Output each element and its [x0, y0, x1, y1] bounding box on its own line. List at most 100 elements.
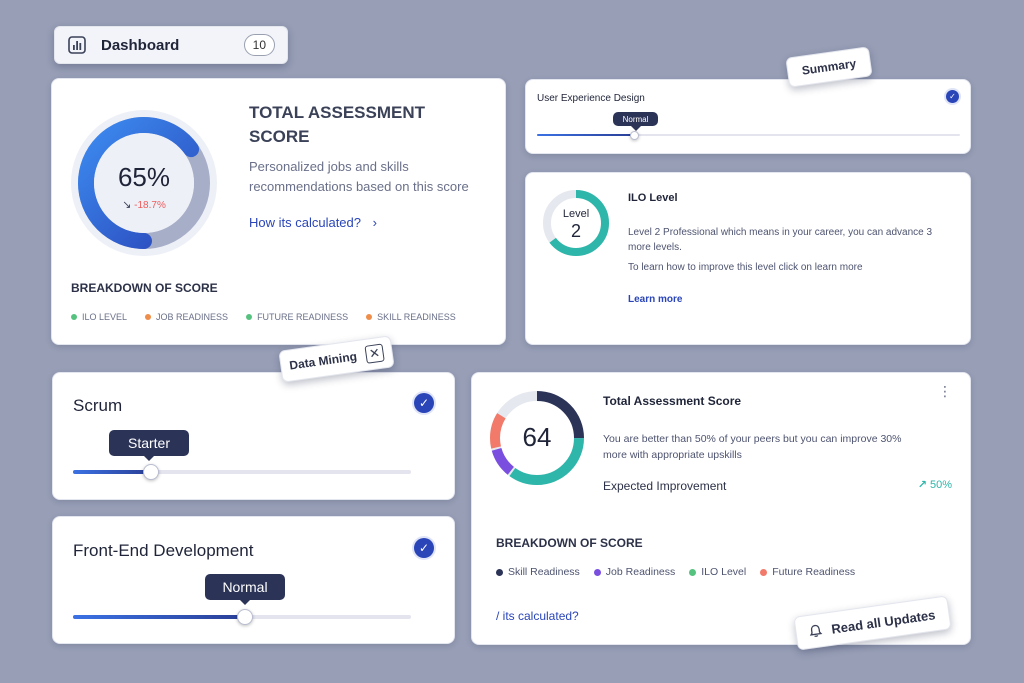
dashboard-count-badge: 10 [243, 34, 275, 56]
expected-improvement-label: Expected Improvement [603, 479, 727, 493]
scrum-title: Scrum [73, 396, 123, 415]
frontend-title: Front-End Development [73, 541, 254, 560]
frontend-level-label: Normal [222, 579, 268, 595]
tas-desc-line2: more with appropriate upskills [603, 449, 742, 461]
legend-label: ILO LEVEL [82, 312, 128, 322]
how-calculated-label: How its calculated? [249, 215, 361, 230]
ux-level-label: Normal [622, 114, 649, 124]
dashboard-label: Dashboard [101, 36, 180, 54]
legend-dot [366, 314, 373, 320]
breakdown-legend: ILO LEVEL JOB READINESS FUTURE READINESS… [71, 312, 474, 322]
read-all-updates-label: Read all Updates [830, 606, 937, 637]
tas-breakdown-title: BREAKDOWN OF SCORE [496, 536, 643, 550]
dashboard-chip[interactable]: Dashboard 10 [54, 26, 288, 64]
legend-item: JOB READINESS [145, 312, 228, 322]
check-icon[interactable]: ✓ [414, 393, 434, 413]
scrum-level-label: Starter [127, 435, 170, 451]
scrum-slider-knob[interactable] [142, 464, 159, 480]
check-icon[interactable]: ✓ [946, 90, 959, 103]
ilo-ring-value: 2 [570, 221, 581, 241]
score-ring: 65% ↘ -18.7% [71, 110, 217, 256]
legend-dot [496, 568, 503, 576]
ilo-level-card: Level 2 ILO Level Level 2 Professional w… [525, 172, 971, 345]
legend-item: ILO Level [689, 566, 746, 578]
legend-item: SKILL READINESS [366, 312, 456, 322]
data-mining-label: Data Mining [288, 349, 358, 373]
legend-item: Job Readiness [593, 566, 676, 578]
more-vert-icon[interactable]: ⋮ [938, 383, 952, 399]
ux-slider[interactable] [537, 130, 960, 140]
score-change-value: -18.7% [134, 200, 166, 211]
ilo-title: ILO Level [628, 192, 678, 204]
tas-breakdown-legend: Skill Readiness Job Readiness ILO Level … [496, 566, 869, 578]
breakdown-title: BREAKDOWN OF SCORE [71, 281, 218, 295]
legend-item: Skill Readiness [496, 566, 580, 578]
scrum-card: Scrum ✓ Starter [52, 372, 455, 500]
tas-description: You are better than 50% of your peers bu… [603, 431, 901, 463]
scrum-slider[interactable] [73, 464, 411, 480]
total-assessment-card: 65% ↘ -18.7% TOTAL ASSESSMENT SCORE Pers… [51, 78, 506, 345]
bell-icon [808, 623, 824, 639]
ux-design-card: User Experience Design ✓ Normal [525, 79, 971, 154]
frontend-card: Front-End Development ✓ Normal [52, 516, 455, 644]
legend-dot [760, 568, 768, 576]
chevron-right-icon: › [372, 215, 377, 230]
learn-more-link[interactable]: Learn more [628, 294, 683, 305]
ilo-description: Level 2 Professional which means in your… [628, 225, 932, 255]
legend-item: ILO LEVEL [71, 312, 127, 322]
tas-calculated-link[interactable]: / its calculated? [496, 609, 579, 623]
legend-dot [689, 568, 697, 576]
ux-slider-fill [537, 134, 635, 136]
ux-level-tooltip: Normal [613, 112, 658, 131]
ilo-ring-label: Level [562, 208, 590, 220]
legend-dot [71, 314, 77, 320]
summary-label: Summary [800, 56, 858, 78]
frontend-level-tooltip: Normal [205, 574, 285, 605]
tas-title: Total Assessment Score [603, 394, 742, 408]
ux-slider-knob[interactable] [629, 130, 639, 140]
ilo-ring: Level 2 [541, 188, 611, 258]
legend-dot [593, 568, 601, 576]
score-64-value: 64 [522, 422, 552, 452]
score-change: ↘ -18.7% [71, 198, 217, 211]
ilo-desc-line1: Level 2 Professional which means in your… [628, 227, 933, 238]
legend-label: Future Readiness [772, 566, 856, 578]
score-percent: 65% [117, 162, 171, 192]
frontend-slider[interactable] [73, 609, 411, 625]
ilo-desc2: To learn how to improve this level click… [628, 262, 863, 273]
assessment-desc-line1: Personalized jobs and skills [249, 159, 409, 174]
tas-desc-line1: You are better than 50% of your peers bu… [603, 433, 902, 445]
assessment-description: Personalized jobs and skills recommendat… [249, 157, 469, 197]
how-calculated-link[interactable]: How its calculated? › [249, 215, 377, 230]
legend-label: Skill Readiness [508, 566, 580, 578]
legend-label: JOB READINESS [156, 312, 229, 322]
legend-label: Job Readiness [605, 566, 676, 578]
assessment-desc-line2: recommendations based on this score [249, 179, 469, 194]
legend-item: FUTURE READINESS [246, 312, 348, 322]
scrum-slider-fill [73, 470, 151, 474]
assessment-title-line1: TOTAL ASSESSMENT [249, 103, 426, 122]
scrum-level-tooltip: Starter [109, 430, 189, 461]
frontend-slider-fill [73, 615, 246, 619]
close-icon[interactable]: ✕ [364, 343, 385, 364]
improvement-value: 50% [929, 479, 952, 491]
legend-label: ILO Level [701, 566, 747, 578]
trend-down-icon: ↘ [122, 199, 132, 211]
legend-label: SKILL READINESS [377, 312, 456, 322]
legend-dot [246, 314, 253, 320]
score-64-ring: 64 [488, 389, 586, 487]
frontend-slider-knob[interactable] [237, 609, 254, 625]
assessment-score-card: 64 ⋮ Total Assessment Score You are bett… [471, 372, 971, 645]
legend-label: FUTURE READINESS [257, 312, 349, 322]
bar-chart-icon [67, 35, 87, 55]
check-icon[interactable]: ✓ [414, 538, 434, 558]
assessment-title: TOTAL ASSESSMENT SCORE [249, 101, 425, 149]
legend-item: Future Readiness [760, 566, 855, 578]
ilo-desc-line2: more levels. [628, 242, 682, 253]
expected-improvement-value: ↗ 50% [918, 478, 952, 491]
legend-dot [145, 314, 152, 320]
trend-up-icon: ↗ [917, 479, 927, 491]
ux-title: User Experience Design [537, 93, 645, 104]
assessment-title-line2: SCORE [249, 127, 310, 146]
read-all-updates-chip[interactable]: Read all Updates [793, 595, 952, 651]
